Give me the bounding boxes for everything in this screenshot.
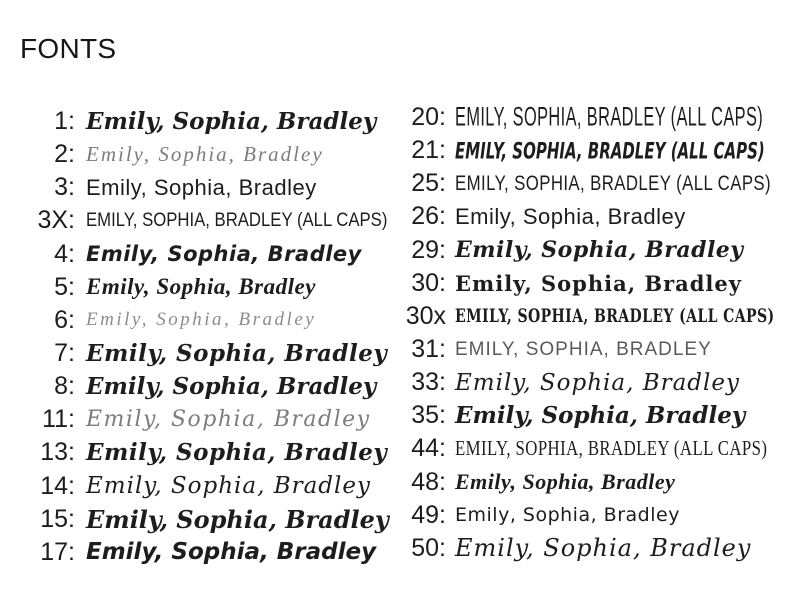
font-row-3x: 3X: EMILY, SOPHIA, BRADLEY (ALL CAPS)	[28, 204, 398, 237]
font-sample-text: Emily, Sophia, Bradley	[455, 469, 676, 495]
font-sample-text: Emily, Sophia, Bradley	[86, 407, 371, 433]
font-sample-text: Emily, Sophia, Bradley	[86, 309, 317, 331]
font-sample-text: Emily, Sophia, Bradley	[455, 369, 740, 396]
font-number-label: 2:	[54, 140, 75, 169]
font-sample-text: Emily, Sophia, Bradley	[86, 142, 324, 167]
font-sample-text: Emily, Sophia, Bradley	[86, 340, 388, 368]
font-sample-text: EMILY, SOPHIA, BRADLEY	[455, 338, 712, 360]
font-sample-text: EMILY, SOPHIA, BRADLEY (ALL CAPS)	[455, 305, 775, 328]
font-number-label: 25:	[411, 169, 446, 198]
font-row-4: 4: Emily, Sophia, Bradley	[28, 238, 398, 271]
font-number-label: 48:	[411, 467, 446, 496]
font-row-29: 29: Emily, Sophia, Bradley	[398, 234, 798, 267]
font-row-8: 8: Emily, Sophia, Bradley	[28, 370, 398, 403]
font-number-label: 7:	[54, 339, 75, 368]
font-number-label: 3:	[54, 173, 75, 202]
font-sample-text: Emily, Sophia, Bradley	[455, 534, 752, 563]
font-row-33: 33: Emily, Sophia, Bradley	[398, 366, 798, 399]
font-number-label: 20:	[411, 103, 446, 132]
font-row-5: 5: Emily, Sophia, Bradley	[28, 271, 398, 304]
font-sample-text: Emily, Sophia, Bradley	[455, 237, 744, 264]
font-sample-text: Emily, Sophia, Bradley	[86, 242, 362, 267]
font-number-label: 30:	[411, 268, 446, 297]
font-row-17: 17: Emily, Sophia, Bradley	[28, 536, 398, 569]
font-number-label: 26:	[411, 202, 446, 231]
font-list-right-column: 20: EMILY, SOPHIA, BRADLEY (ALL CAPS) 21…	[398, 101, 798, 565]
font-number-label: 13:	[40, 438, 75, 467]
font-sample-text: EMILY, SOPHIA, BRADLEY (ALL CAPS)	[455, 436, 768, 461]
font-row-21: 21: EMILY, SOPHIA, BRADLEY (ALL CAPS)	[398, 134, 798, 167]
font-number-label: 29:	[411, 235, 446, 264]
font-number-label: 49:	[411, 500, 446, 529]
font-number-label: 30x	[405, 301, 446, 330]
font-sample-text: EMILY, SOPHIA, BRADLEY (ALL CAPS)	[455, 137, 765, 164]
font-sample-text: EMILY, SOPHIA, BRADLEY (ALL CAPS)	[86, 209, 388, 231]
font-sample-text: Emily, Sophia, Bradley	[86, 473, 371, 500]
font-number-label: 14:	[40, 471, 75, 500]
font-row-2: 2: Emily, Sophia, Bradley	[28, 138, 398, 171]
font-number-label: 17:	[40, 537, 75, 566]
font-row-13: 13: Emily, Sophia, Bradley	[28, 436, 398, 469]
font-number-label: 35:	[411, 401, 446, 430]
font-number-label: 50:	[411, 533, 446, 562]
font-row-30: 30: Emily, Sophia, Bradley	[398, 267, 798, 300]
font-number-label: 4:	[54, 239, 75, 268]
font-row-26: 26: Emily, Sophia, Bradley	[398, 200, 798, 233]
font-row-48: 48: Emily, Sophia, Bradley	[398, 466, 798, 499]
font-sample-text: Emily, Sophia, Bradley	[86, 373, 377, 401]
font-sample-text: EMILY, SOPHIA, BRADLEY (ALL CAPS)	[455, 171, 772, 195]
font-sample-text: Emily, Sophia, Bradley	[455, 504, 680, 527]
font-row-49: 49: Emily, Sophia, Bradley	[398, 499, 798, 532]
font-sample-text: Emily, Sophia, Bradley	[86, 439, 388, 467]
font-number-label: 1:	[54, 107, 75, 136]
font-row-30x: 30x EMILY, SOPHIA, BRADLEY (ALL CAPS)	[398, 300, 798, 333]
font-list-left-column: 1: Emily, Sophia, Bradley 2: Emily, Soph…	[28, 105, 398, 569]
font-sample-text: Emily, Sophia, Bradley	[455, 203, 686, 229]
font-sample-text: Emily, Sophia, Bradley	[86, 504, 389, 534]
font-sample-text: EMILY, SOPHIA, BRADLEY (ALL CAPS)	[455, 102, 764, 132]
font-row-35: 35: Emily, Sophia, Bradley	[398, 399, 798, 432]
font-number-label: 3X:	[37, 206, 75, 235]
font-sample-text: Emily, Sophia, Bradley	[86, 274, 316, 300]
font-row-20: 20: EMILY, SOPHIA, BRADLEY (ALL CAPS)	[398, 101, 798, 134]
font-row-50: 50: Emily, Sophia, Bradley	[398, 532, 798, 565]
font-sample-text: Emily, Sophia, Bradley	[86, 174, 317, 200]
font-row-6: 6: Emily, Sophia, Bradley	[28, 304, 398, 337]
font-row-14: 14: Emily, Sophia, Bradley	[28, 470, 398, 503]
font-number-label: 21:	[411, 136, 446, 165]
font-row-44: 44: EMILY, SOPHIA, BRADLEY (ALL CAPS)	[398, 432, 798, 465]
page-title: FONTS	[20, 33, 117, 64]
font-row-25: 25: EMILY, SOPHIA, BRADLEY (ALL CAPS)	[398, 167, 798, 200]
font-number-label: 5:	[54, 272, 75, 301]
font-row-1: 1: Emily, Sophia, Bradley	[28, 105, 398, 138]
font-number-label: 8:	[54, 372, 75, 401]
font-row-31: 31: EMILY, SOPHIA, BRADLEY	[398, 333, 798, 366]
font-number-label: 31:	[411, 335, 446, 364]
font-number-label: 44:	[411, 434, 446, 463]
font-sample-text: Emily, Sophia, Bradley	[86, 539, 377, 566]
font-number-label: 15:	[40, 504, 75, 533]
font-row-3: 3: Emily, Sophia, Bradley	[28, 171, 398, 204]
font-row-7: 7: Emily, Sophia, Bradley	[28, 337, 398, 370]
font-sample-text: Emily, Sophia, Bradley	[455, 402, 746, 430]
font-row-15: 15: Emily, Sophia, Bradley	[28, 503, 398, 536]
font-row-11: 11: Emily, Sophia, Bradley	[28, 403, 398, 436]
font-number-label: 6:	[54, 305, 75, 334]
font-number-label: 33:	[411, 368, 446, 397]
font-sample-text: Emily, Sophia, Bradley	[455, 270, 742, 296]
font-sample-text: Emily, Sophia, Bradley	[86, 108, 377, 136]
font-number-label: 11:	[42, 405, 75, 434]
